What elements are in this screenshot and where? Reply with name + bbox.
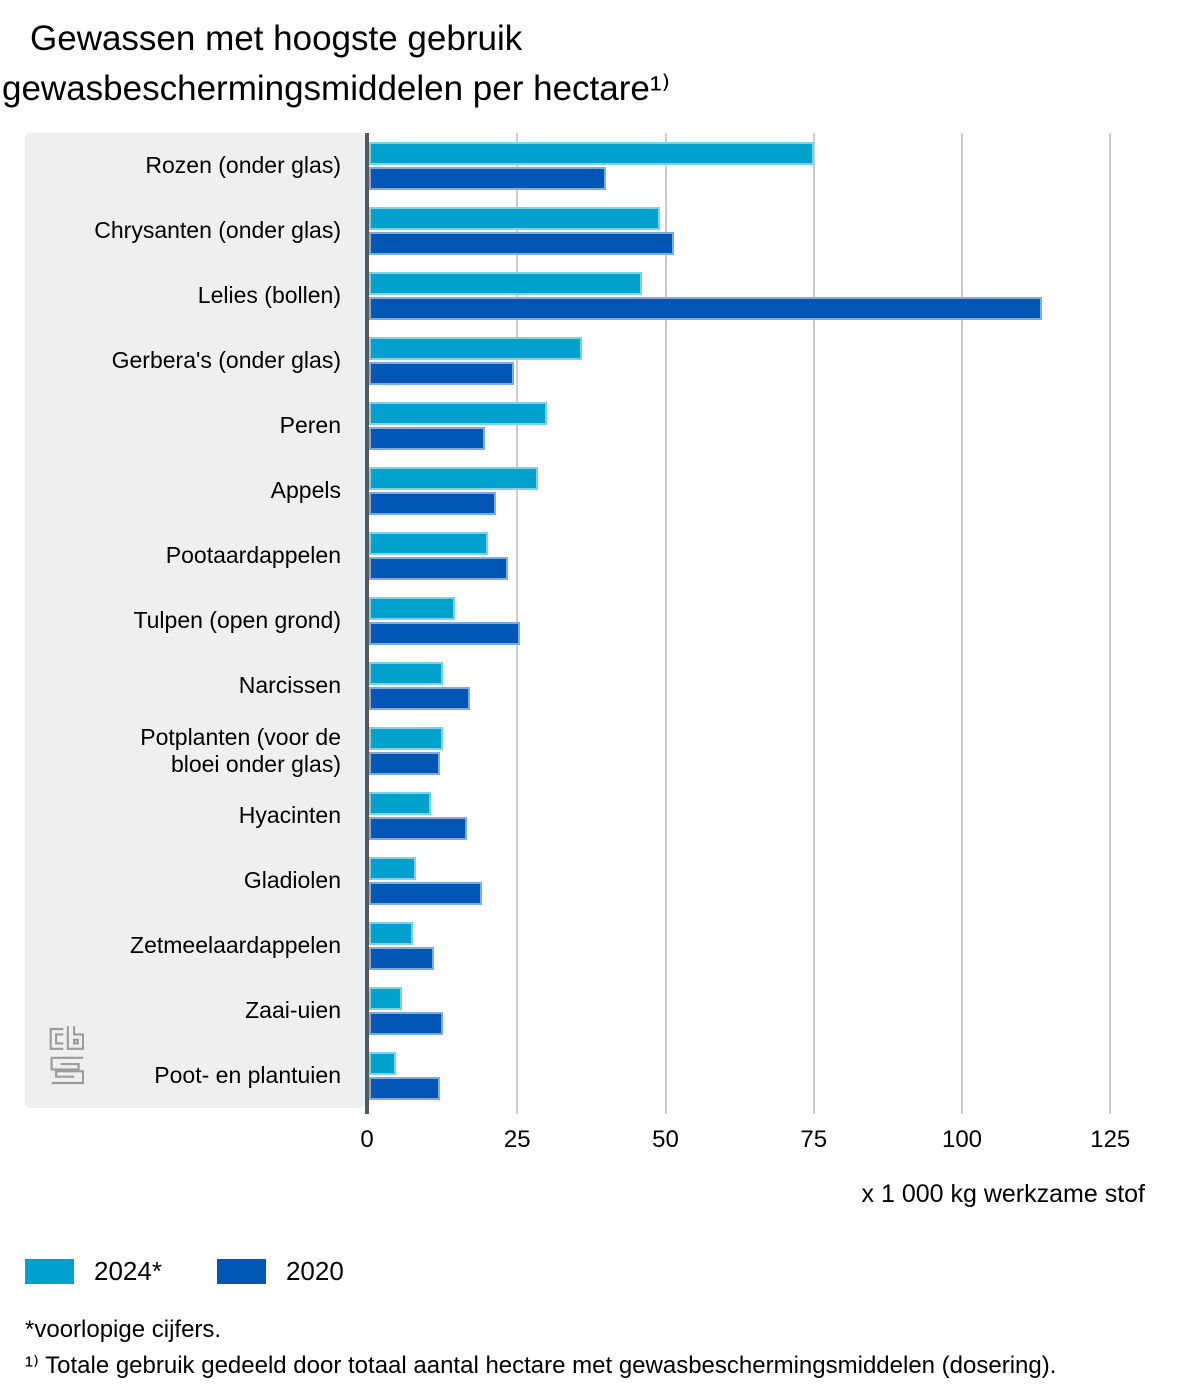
bar-2020-row-13	[369, 1012, 444, 1035]
bar-2020-row-10	[369, 817, 467, 840]
gridline-75	[812, 133, 815, 1114]
bar-2020-row-3	[369, 362, 515, 385]
footnote-provisional: *voorlopige cijfers.	[25, 1316, 222, 1343]
bar-2024-row-11	[369, 857, 417, 880]
category-label: Tulpen (open grond)	[133, 607, 341, 633]
category-label: Narcissen	[238, 672, 341, 698]
category-label: Rozen (onder glas)	[145, 152, 341, 178]
bar-2020-row-12	[369, 947, 435, 970]
bar-2024-row-1	[369, 207, 660, 230]
category-label: Potplanten (voor de bloei onder glas)	[140, 723, 341, 777]
bar-2020-row-6	[369, 557, 509, 580]
cbs-logo-s-top	[50, 1056, 84, 1071]
category-label: Appels	[270, 477, 341, 503]
category-label: Zetmeelaardappelen	[130, 932, 341, 958]
bar-2024-row-14	[369, 1052, 396, 1075]
bar-2020-row-14	[369, 1077, 441, 1100]
legend: 2024* 2020	[25, 1256, 344, 1287]
category-label: Poot- en plantuien	[154, 1062, 341, 1088]
bar-2024-row-8	[369, 662, 444, 685]
bar-2024-row-12	[369, 922, 414, 945]
x-axis-unit-label: x 1 000 kg werkzame stof	[861, 1180, 1145, 1208]
bar-2024-row-10	[369, 792, 432, 815]
bar-2024-row-5	[369, 467, 538, 490]
gridline-50	[664, 133, 667, 1114]
chart-title: Gewassen met hoogste gebruik gewasbesche…	[0, 14, 670, 114]
bar-2020-row-8	[369, 687, 470, 710]
gridline-100	[961, 133, 963, 1114]
category-label: Hyacinten	[238, 802, 341, 828]
bar-2020-row-5	[369, 492, 497, 515]
x-axis-tick-100: 100	[941, 1126, 983, 1153]
cbs-logo-c	[49, 1027, 64, 1050]
x-axis-tick-50: 50	[652, 1126, 679, 1153]
x-axis-tick-75: 75	[800, 1126, 828, 1153]
bar-2020-row-9	[369, 752, 441, 775]
legend-swatch-2024[interactable]	[25, 1259, 74, 1284]
bar-2024-row-4	[369, 402, 547, 425]
bar-2024-row-3	[369, 337, 583, 360]
footnote-definition: ¹⁾ Totale gebruik gedeeld door totaal aa…	[25, 1352, 1057, 1379]
bar-2020-row-4	[369, 427, 485, 450]
bar-2020-row-11	[369, 882, 482, 905]
category-label: Chrysanten (onder glas)	[94, 217, 341, 243]
bar-2020-row-2	[369, 297, 1043, 320]
category-label: Gladiolen	[243, 867, 341, 893]
cbs-logo	[49, 1026, 84, 1085]
bar-2024-row-0	[369, 142, 814, 165]
x-axis-tick-25: 25	[503, 1126, 531, 1153]
category-label: Zaai-uien	[245, 997, 341, 1023]
y-axis-zero-line	[365, 133, 369, 1114]
bar-2020-row-0	[369, 167, 607, 190]
chart-title-line1: Gewassen met hoogste gebruik	[30, 19, 523, 58]
cbs-logo-b	[66, 1026, 84, 1050]
category-label-panel	[25, 133, 365, 1108]
gridline-125	[1109, 133, 1112, 1114]
category-label: Pootaardappelen	[165, 542, 341, 568]
category-label: Gerbera's (onder glas)	[111, 347, 341, 373]
cbs-logo-s-bottom	[51, 1070, 84, 1085]
legend-item-2024[interactable]: 2024*	[25, 1256, 162, 1287]
category-label: Peren	[279, 412, 341, 438]
bar-2020-row-1	[369, 232, 675, 255]
bar-2024-row-9	[369, 727, 444, 750]
bar-2024-row-2	[369, 272, 642, 295]
legend-swatch-2020[interactable]	[216, 1259, 266, 1284]
legend-label-2020[interactable]: 2020	[285, 1256, 344, 1286]
bar-2024-row-6	[369, 532, 488, 555]
chart-title-line2: gewasbeschermingsmiddelen per hectare¹⁾	[2, 69, 671, 108]
bar-2024-row-7	[369, 597, 455, 620]
category-label: Lelies (bollen)	[197, 282, 341, 308]
legend-label-2024[interactable]: 2024*	[94, 1256, 162, 1286]
legend-item-2020[interactable]: 2020	[216, 1256, 344, 1287]
x-axis-tick-125: 125	[1090, 1126, 1131, 1153]
x-axis-tick-0: 0	[360, 1126, 374, 1153]
bar-2020-row-7	[369, 622, 521, 645]
bar-2024-row-13	[369, 987, 402, 1010]
